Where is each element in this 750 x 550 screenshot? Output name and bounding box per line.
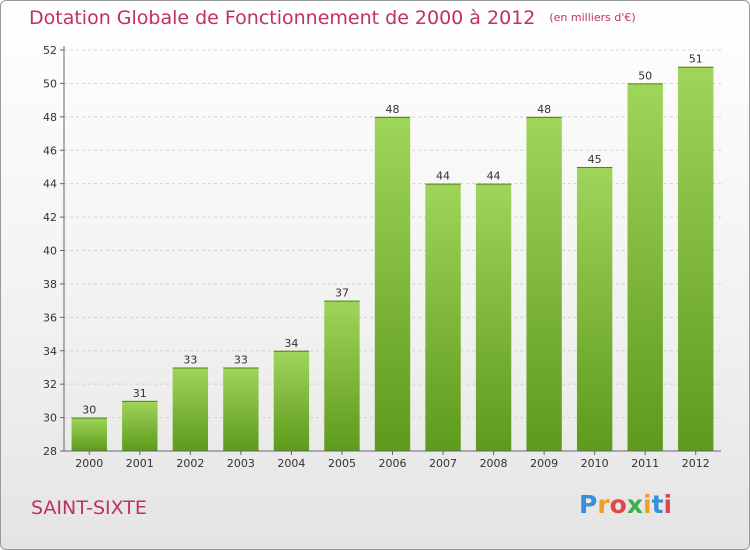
x-tick-label: 2010 [581,457,609,470]
bar-2006 [374,116,411,451]
bar-2001 [122,400,158,451]
value-label-2006: 48 [386,103,400,116]
logo-letter: i [643,490,652,519]
chart-title-text: Dotation Globale de Fonctionnement de 20… [29,7,536,29]
value-label-2012: 51 [689,53,703,66]
bar-2009 [526,116,562,451]
y-tick-label: 36 [43,311,57,324]
x-tick-label: 2006 [379,457,407,470]
value-label-2007: 44 [436,170,450,183]
value-label-2003: 33 [234,353,248,366]
y-tick-label: 42 [43,211,57,224]
y-tick-label: 40 [43,245,57,258]
y-tick-label: 52 [43,44,57,57]
x-tick-label: 2001 [126,457,154,470]
logo-letter: i [663,490,673,519]
y-tick-label: 32 [43,378,57,391]
x-tick-label: 2005 [328,457,356,470]
y-tick-label: 38 [43,278,57,291]
y-tick-label: 48 [43,111,57,124]
x-tick-label: 2009 [530,457,558,470]
y-tick-label: 50 [43,77,57,90]
y-axis: 28 30 32 34 36 38 40 42 44 46 48 50 52 [43,44,65,458]
value-label-2010: 45 [588,153,602,166]
bar-2005 [324,300,360,451]
chart-title: Dotation Globale de Fonctionnement de 20… [29,7,636,29]
x-axis: 2000 2001 2002 2003 2004 2005 2006 2007 2008 2009… [64,450,721,470]
bar-2010 [576,166,613,452]
x-tick-label: 2003 [227,457,255,470]
bar-2002 [172,367,209,451]
x-tick-label: 2011 [631,457,659,470]
value-label-2008: 44 [487,170,501,183]
y-tick-label: 30 [43,412,57,425]
logo-letter: r [597,490,610,519]
value-label-2002: 33 [183,353,197,366]
logo-letter: x [626,490,643,519]
y-tick-label: 44 [43,178,57,191]
x-tick-label: 2008 [480,457,508,470]
value-label-2009: 48 [537,103,551,116]
value-label-2004: 34 [284,337,298,350]
bar-2000 [71,417,107,451]
value-label-2001: 31 [133,387,147,400]
value-label-2000: 30 [82,404,96,417]
bar-2012 [678,66,714,451]
bar-2004 [273,350,310,451]
y-tick-label: 28 [43,445,57,458]
x-tick-label: 2012 [682,457,710,470]
logo-letter: P [579,490,598,519]
bar-2007 [425,183,461,451]
y-tick-label: 46 [43,144,57,157]
bar-2008 [475,183,512,451]
chart-unit-note: (en milliers d'€) [549,11,636,24]
logo-letter: t [651,490,664,519]
y-tick-label: 34 [43,345,57,358]
bars: 30 31 33 33 34 37 48 44 44 48 45 50 51 [71,53,714,452]
value-label-2011: 50 [638,69,652,82]
commune-name: SAINT-SIXTE [31,497,147,519]
x-tick-label: 2000 [75,457,103,470]
bar-2003 [223,367,259,451]
value-label-2005: 37 [335,287,349,300]
bar-2011 [627,83,663,452]
x-tick-label: 2004 [277,457,305,470]
logo-letter: o [609,490,627,519]
x-tick-label: 2002 [176,457,204,470]
x-tick-label: 2007 [429,457,457,470]
proxiti-logo: Proxiti [579,490,672,519]
